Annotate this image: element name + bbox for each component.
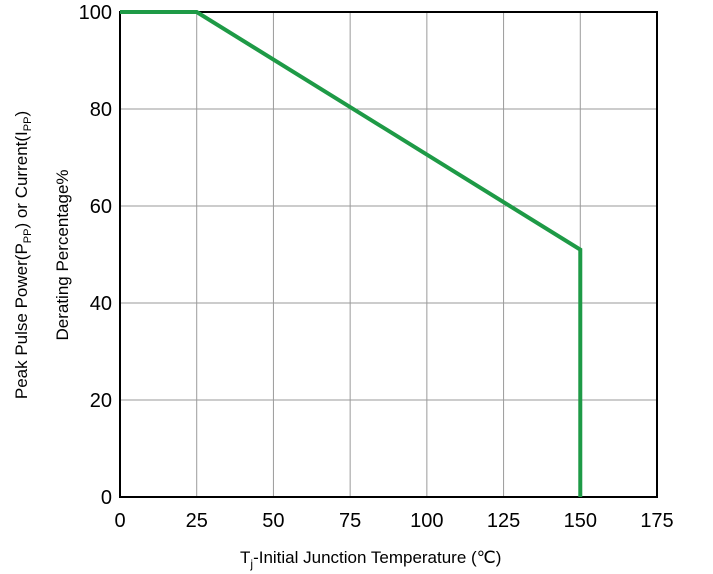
y-tick-label: 20 xyxy=(90,390,112,412)
series-group xyxy=(120,10,583,497)
x-tick-label: 50 xyxy=(262,510,284,532)
series-line xyxy=(120,10,583,497)
x-tick-label: 175 xyxy=(640,510,673,532)
y-tick-label: 100 xyxy=(79,2,112,24)
x-tick-label: 25 xyxy=(186,510,208,532)
y-axis-label-line-2: Derating Percentage% xyxy=(53,169,72,340)
x-tick-label: 125 xyxy=(487,510,520,532)
y-tick-label: 40 xyxy=(90,293,112,315)
x-tick-label: 0 xyxy=(114,510,125,532)
x-tick-label: 100 xyxy=(410,510,443,532)
y-tick-label: 60 xyxy=(90,196,112,218)
x-tick-label: 150 xyxy=(564,510,597,532)
grid-lines xyxy=(120,12,657,497)
y-tick-label: 80 xyxy=(90,99,112,121)
x-tick-labels: 0 25 50 75 100 125 150 175 xyxy=(114,510,673,532)
x-tick-label: 75 xyxy=(339,510,361,532)
plot-frame xyxy=(119,11,658,498)
x-axis-label: Tj-Initial Junction Temperature (℃) xyxy=(240,548,501,571)
y-tick-labels: 0 20 40 60 80 100 xyxy=(79,2,112,509)
y-axis-label-line-1: Peak Pulse Power(PPP) or Current(IPP) xyxy=(12,111,34,399)
y-tick-label: 0 xyxy=(101,487,112,509)
